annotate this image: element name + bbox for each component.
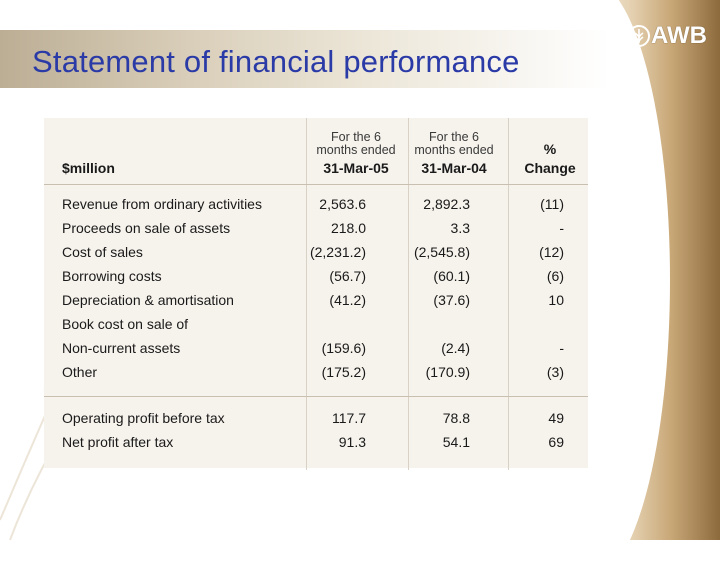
table-panel [44, 118, 588, 468]
table-row: Other (175.2) (170.9) (3) [44, 360, 588, 384]
value-2005: (56.7) [329, 268, 366, 284]
value-2004: (2.4) [441, 340, 470, 356]
column-header-date: 31-Mar-05 [323, 160, 389, 176]
value-change: 49 [548, 410, 564, 426]
row-label: Depreciation & amortisation [62, 292, 234, 308]
row-label: Proceeds on sale of assets [62, 220, 231, 236]
value-change: - [559, 340, 564, 356]
summary-row: Net profit after tax 91.3 54.1 69 [44, 430, 588, 454]
row-label: Borrowing costs [62, 268, 162, 284]
awb-logo: AWB [628, 22, 707, 50]
table-row: Proceeds on sale of assets 218.0 3.3 - [44, 216, 588, 240]
value-2005: (175.2) [321, 364, 366, 380]
value-change: (6) [546, 268, 564, 284]
table-row: Revenue from ordinary activities 2,563.6… [44, 192, 588, 216]
value-2005: (2,231.2) [309, 244, 366, 260]
value-change: (11) [540, 196, 564, 212]
column-divider [408, 118, 409, 470]
unit-label: $million [62, 160, 115, 176]
column-header-percent: % [543, 141, 557, 157]
row-label: Revenue from ordinary activities [62, 196, 262, 212]
row-label: Other [62, 364, 98, 380]
row-label: Net profit after tax [62, 434, 174, 450]
value-2004: 54.1 [442, 434, 470, 450]
value-2005: 91.3 [338, 434, 366, 450]
row-label: Non-current assets [62, 340, 181, 356]
row-label: Book cost on sale of [62, 316, 189, 332]
column-header-date: 31-Mar-04 [421, 160, 487, 176]
row-label: Cost of sales [62, 244, 143, 260]
value-2005: (159.6) [321, 340, 366, 356]
column-header-period: For the 6 months ended [316, 130, 396, 157]
table-row: Cost of sales (2,231.2) (2,545.8) (12) [44, 240, 588, 264]
value-2005: (41.2) [329, 292, 366, 308]
value-2005: 117.7 [332, 410, 366, 426]
summary-row: Operating profit before tax 117.7 78.8 4… [44, 406, 588, 430]
slide-title: Statement of financial performance [32, 44, 520, 79]
value-2004: 78.8 [442, 410, 470, 426]
value-2004: (2,545.8) [413, 244, 470, 260]
section-rule [44, 396, 588, 397]
column-header-change: Change [524, 160, 576, 176]
title-band [0, 30, 610, 88]
value-2004: 2,892.3 [423, 196, 470, 212]
value-change: (12) [539, 244, 564, 260]
value-change: - [559, 220, 564, 236]
value-2004: (170.9) [425, 364, 470, 380]
column-divider [306, 118, 307, 470]
table-row: Non-current assets (159.6) (2.4) - [44, 336, 588, 360]
value-2005: 2,563.6 [319, 196, 366, 212]
header-rule [44, 184, 588, 185]
column-header-period: For the 6 months ended [414, 130, 494, 157]
value-2004: 3.3 [450, 220, 470, 236]
financial-table: $million For the 6 months ended 31-Mar-0… [44, 118, 588, 470]
value-change: 10 [548, 292, 564, 308]
logo-text: AWB [651, 22, 707, 49]
table-row: Depreciation & amortisation (41.2) (37.6… [44, 288, 588, 312]
table-row: Borrowing costs (56.7) (60.1) (6) [44, 264, 588, 288]
wheat-emblem-icon [628, 25, 650, 47]
value-2004: (60.1) [433, 268, 470, 284]
value-2004: (37.6) [433, 292, 470, 308]
value-change: 69 [548, 434, 564, 450]
value-change: (3) [546, 364, 564, 380]
value-2005: 218.0 [330, 220, 366, 236]
row-label: Operating profit before tax [62, 410, 225, 426]
table-row: Book cost on sale of [44, 312, 588, 336]
column-divider [508, 118, 509, 470]
